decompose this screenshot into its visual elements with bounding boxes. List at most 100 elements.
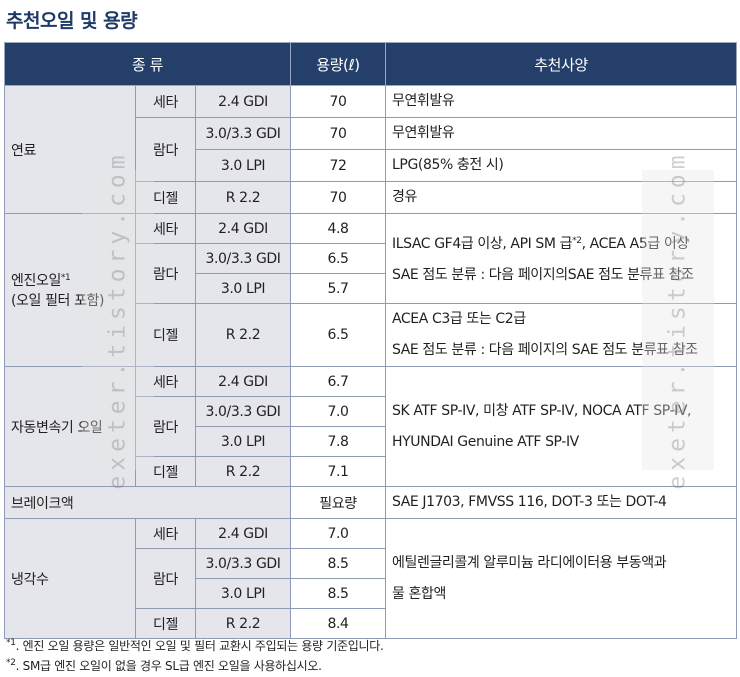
table-row: 디젤 R 2.2 6.5 ACEA C3급 또는 C2급 SAE 점도 분류 : 다음 …	[5, 303, 737, 367]
table-row: 연료 세타 2.4 GDI 70 무연휘발유	[4, 85, 737, 214]
engine-cell: 세타	[135, 213, 196, 244]
text: 엔진오일	[11, 273, 61, 289]
header-cell: 용량(ℓ)	[290, 42, 386, 86]
line: 에틸렌글리콜계 알루미늄 라디에이터용 부동액과	[392, 548, 730, 579]
text: . SM급 엔진 오일이 없을 경우 SL급 엔진 오일을 사용하십시오.	[15, 659, 322, 673]
variant-cell: 3.0/3.3 GDI	[195, 117, 291, 150]
variant-cell: R 2.2	[195, 608, 291, 639]
text: SK ATF SP-IV, 미창 ATF SP-IV, NOCA ATF SP-…	[392, 402, 692, 419]
group-cell: 엔진오일*1 (오일 필터 포함)	[4, 213, 136, 367]
variant-cell: 3.0 LPI	[195, 273, 291, 304]
spec-cell: ACEA C3급 또는 C2급 SAE 점도 분류 : 다음 페이지의 SAE 점…	[385, 303, 737, 367]
spec-cell: SK ATF SP-IV, 미창 ATF SP-IV, NOCA ATF SP-…	[385, 366, 737, 487]
engine-cell: 세타	[135, 85, 196, 118]
text: 자동변속기 오일	[11, 419, 103, 436]
text: ACEA C3급 또는 C2급	[392, 311, 526, 327]
capacity-cell: 6.7	[290, 366, 386, 397]
variant-cell: 2.4 GDI	[195, 85, 291, 118]
capacity-cell: 72	[290, 149, 386, 182]
line: 브레이크액	[11, 493, 284, 513]
spec-cell: 경유	[385, 181, 737, 214]
capacity-cell: 필요량	[290, 486, 386, 519]
header-row: 종 류 용량(ℓ) 추천사양	[4, 42, 737, 86]
capacity-cell: 7.1	[290, 456, 386, 487]
oil-table: 종 류 용량(ℓ) 추천사양 연료 세타 2.4 GDI 70 무연휘발유 람다 3.0/3…	[4, 42, 737, 639]
text: 냉각수	[11, 571, 49, 588]
line: ILSAC GF4급 이상, API SM 급*2, ACEA A5급 이상	[392, 226, 730, 260]
table-row: 3.0 LPI 5.7	[5, 273, 737, 304]
capacity-cell: 70	[290, 85, 386, 118]
table-row: 람다 3.0/3.3 GDI 7.0	[5, 396, 737, 457]
table-row: 3.0 LPI 8.5	[5, 578, 737, 609]
text: LPG(85% 충전 시)	[392, 157, 504, 173]
table-row: 브레이크액 필요량 SAE J1703, FMVSS 116, DOT-3 또는 D…	[4, 486, 737, 519]
capacity-cell: 6.5	[290, 303, 386, 367]
variant-cell: 2.4 GDI	[195, 366, 291, 397]
variant-cell: R 2.2	[195, 456, 291, 487]
variant-cell: 3.0/3.3 GDI	[195, 548, 291, 579]
variant-cell: 3.0 LPI	[195, 426, 291, 457]
line: SAE 점도 분류 : 다음 페이지의 SAE 점도 분류표 참조	[392, 335, 730, 366]
line: LPG(85% 충전 시)	[392, 150, 730, 181]
spec-cell: SAE J1703, FMVSS 116, DOT-3 또는 DOT-4	[385, 486, 737, 519]
line: 자동변속기 오일	[11, 417, 129, 437]
table-row: 람다 3.0/3.3 GDI 6.5	[5, 243, 737, 304]
superscript: *2	[572, 236, 582, 246]
line: 무연휘발유	[392, 118, 730, 149]
variant-cell: 2.4 GDI	[195, 213, 291, 244]
engine-cell: 세타	[135, 518, 196, 549]
table-row: 자동변속기 오일 세타 2.4 GDI 6.7 SK ATF SP-IV, 미창 ATF…	[4, 366, 737, 487]
engine-cell: 디젤	[135, 181, 196, 214]
line: 물 혼합액	[392, 579, 730, 610]
variant-cell: 3.0/3.3 GDI	[195, 396, 291, 427]
text: 무연휘발유	[392, 125, 455, 141]
line: SAE J1703, FMVSS 116, DOT-3 또는 DOT-4	[392, 487, 730, 518]
spec-cell: ILSAC GF4급 이상, API SM 급*2, ACEA A5급 이상 SA…	[385, 213, 737, 304]
group-cell: 브레이크액	[4, 486, 291, 519]
text: 경유	[392, 189, 417, 205]
capacity-cell: 5.7	[290, 273, 386, 304]
line: HYUNDAI Genuine ATF SP-IV	[392, 427, 730, 458]
text: 브레이크액	[11, 495, 74, 512]
variant-cell: 3.0 LPI	[195, 578, 291, 609]
superscript: *1	[6, 638, 16, 648]
page-title: 추천오일 및 용량	[6, 10, 138, 32]
table-row: 람다 3.0/3.3 GDI 70 무연휘발유	[5, 117, 737, 182]
variant-cell: R 2.2	[195, 181, 291, 214]
superscript: *2	[6, 658, 16, 668]
line: 연료	[11, 140, 129, 160]
text: HYUNDAI Genuine ATF SP-IV	[392, 433, 579, 450]
text: 에틸렌글리콜계 알루미늄 라디에이터용 부동액과	[392, 554, 667, 571]
text: . 엔진 오일 용량은 일반적인 오일 및 필터 교환시 주입되는 용량 기준입…	[15, 639, 384, 653]
table-row: 3.0 LPI 7.8	[5, 426, 737, 457]
table-row: 디젤 R 2.2 70 경유	[5, 181, 737, 214]
engine-cell: 디젤	[135, 303, 196, 367]
line: ACEA C3급 또는 C2급	[392, 304, 730, 335]
capacity-cell: 8.5	[290, 548, 386, 579]
table-row: 엔진오일*1 (오일 필터 포함) 세타 2.4 GDI 4.8 ILSAC GF4급 이…	[4, 213, 737, 367]
engine-cell: 람다	[135, 396, 196, 457]
capacity-cell: 70	[290, 181, 386, 214]
engine-cell: 디젤	[135, 608, 196, 639]
group-cell: 연료	[4, 85, 136, 214]
text: (오일 필터 포함)	[11, 293, 105, 309]
superscript: *1	[60, 273, 71, 283]
spec-cell: 무연휘발유	[385, 117, 737, 150]
group-cell: 냉각수	[4, 518, 136, 639]
text: SAE 점도 분류 : 다음 페이지의SAE 점도 분류표 참조	[392, 267, 694, 283]
line: 무연휘발유	[392, 86, 730, 117]
engine-cell: 세타	[135, 366, 196, 397]
table-row: 람다 3.0/3.3 GDI 8.5	[5, 548, 737, 609]
variant-cell: 2.4 GDI	[195, 518, 291, 549]
group-cell: 자동변속기 오일	[4, 366, 136, 487]
spec-cell: 무연휘발유	[385, 85, 737, 118]
footnote: *2. SM급 엔진 오일이 없을 경우 SL급 엔진 오일을 사용하십시오.	[6, 657, 322, 674]
engine-cell: 람다	[135, 243, 196, 304]
text: SAE J1703, FMVSS 116, DOT-3 또는 DOT-4	[392, 494, 667, 510]
capacity-cell: 8.4	[290, 608, 386, 639]
spec-cell: LPG(85% 충전 시)	[385, 149, 737, 182]
line: SK ATF SP-IV, 미창 ATF SP-IV, NOCA ATF SP-…	[392, 396, 730, 427]
